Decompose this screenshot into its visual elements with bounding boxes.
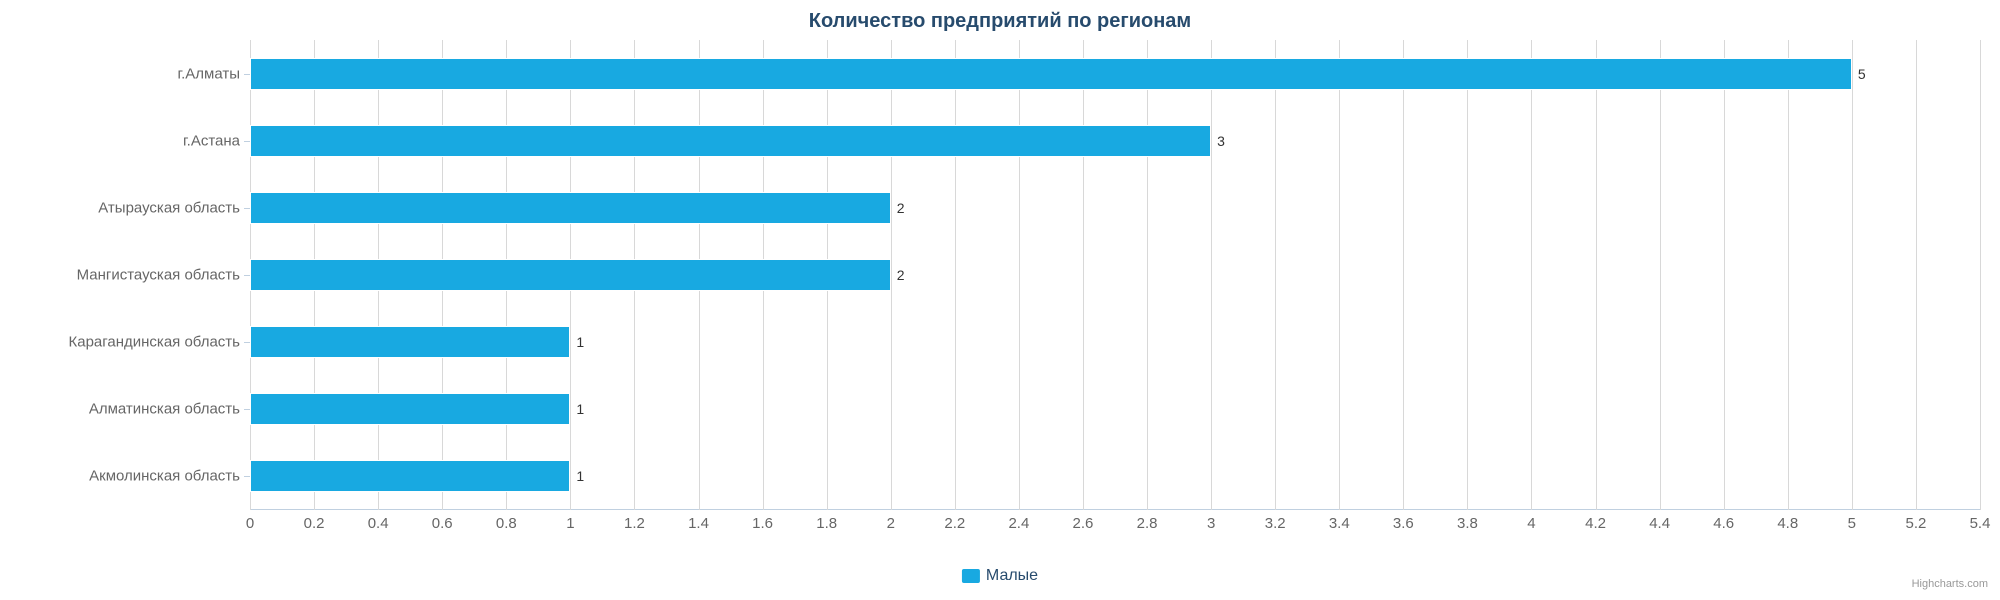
legend-swatch (962, 569, 980, 583)
grid-line (955, 40, 956, 510)
plot-area: 5322111 г.Алматыг.АстанаАтырауская облас… (250, 40, 1980, 510)
y-tick-label: Карагандинская область (68, 334, 250, 351)
y-tick-label: Мангистауская область (77, 267, 250, 284)
x-tick-label: 1.8 (816, 515, 837, 532)
bar-value-label: 2 (897, 200, 905, 216)
x-tick-label: 0.4 (368, 515, 389, 532)
x-tick-label: 0.8 (496, 515, 517, 532)
y-tick-label: г.Астана (183, 132, 250, 149)
x-tick-label: 5.4 (1970, 515, 1991, 532)
grid-line (1531, 40, 1532, 510)
x-tick-label: 1 (566, 515, 574, 532)
grid-line (1403, 40, 1404, 510)
grid-line (1147, 40, 1148, 510)
chart-container: Количество предприятий по регионам 5 3 2 2 1… (0, 0, 2000, 600)
y-tick-label: г.Алматы (177, 65, 250, 82)
bar[interactable] (250, 259, 891, 291)
x-tick-label: 2.4 (1008, 515, 1029, 532)
grid-line (1852, 40, 1853, 510)
x-tick-label: 4.4 (1649, 515, 1670, 532)
grid-line (1083, 40, 1084, 510)
bar[interactable] (250, 460, 570, 492)
credits-link[interactable]: Highcharts.com (1912, 578, 1988, 590)
x-tick-label: 2 (887, 515, 895, 532)
bar[interactable] (250, 393, 570, 425)
x-tick-label: 0.6 (432, 515, 453, 532)
x-tick-label: 2.6 (1073, 515, 1094, 532)
y-tick-label: Акмолинская область (89, 468, 250, 485)
grid-line (1916, 40, 1917, 510)
y-tick-mark (244, 342, 250, 343)
grid-line (1788, 40, 1789, 510)
y-tick-mark (244, 476, 250, 477)
grid-line (1596, 40, 1597, 510)
x-tick-label: 1.4 (688, 515, 709, 532)
y-tick-mark (244, 208, 250, 209)
grid-line (1467, 40, 1468, 510)
y-tick-mark (244, 74, 250, 75)
bar[interactable] (250, 326, 570, 358)
grid-line (1724, 40, 1725, 510)
y-tick-label: Атырауская область (98, 199, 250, 216)
grid-line (1980, 40, 1981, 510)
x-tick-label: 3.6 (1393, 515, 1414, 532)
x-tick-label: 0 (246, 515, 254, 532)
y-tick-label: Алматинская область (89, 401, 250, 418)
chart-title: Количество предприятий по регионам (0, 0, 2000, 33)
grid-line (1019, 40, 1020, 510)
x-tick-label: 0.2 (304, 515, 325, 532)
bar-value-label: 2 (897, 267, 905, 283)
bar[interactable] (250, 58, 1852, 90)
bar-value-label: 5 (1858, 66, 1866, 82)
bar[interactable] (250, 192, 891, 224)
x-tick-label: 3.2 (1265, 515, 1286, 532)
x-tick-label: 4.6 (1713, 515, 1734, 532)
y-tick-mark (244, 409, 250, 410)
x-tick-label: 4.2 (1585, 515, 1606, 532)
x-tick-label: 1.6 (752, 515, 773, 532)
x-tick-label: 2.8 (1137, 515, 1158, 532)
bar[interactable] (250, 125, 1211, 157)
y-tick-mark (244, 141, 250, 142)
x-tick-label: 3 (1207, 515, 1215, 532)
grid-line (1275, 40, 1276, 510)
bar-value-label: 1 (576, 334, 584, 350)
grid-line (891, 40, 892, 510)
bar-value-label: 1 (576, 468, 584, 484)
x-tick-label: 1.2 (624, 515, 645, 532)
x-tick-label: 4 (1527, 515, 1535, 532)
grid-line (1211, 40, 1212, 510)
x-tick-label: 2.2 (944, 515, 965, 532)
y-tick-mark (244, 275, 250, 276)
x-tick-label: 5 (1848, 515, 1856, 532)
bar-value-label: 1 (576, 401, 584, 417)
legend[interactable]: Малые (962, 567, 1038, 585)
x-axis-line (250, 509, 1980, 510)
x-tick-label: 5.2 (1905, 515, 1926, 532)
x-tick-label: 3.4 (1329, 515, 1350, 532)
grid-line (1660, 40, 1661, 510)
grid-line (1339, 40, 1340, 510)
bar-value-label: 3 (1217, 133, 1225, 149)
x-tick-label: 4.8 (1777, 515, 1798, 532)
legend-label: Малые (986, 567, 1038, 585)
x-tick-label: 3.8 (1457, 515, 1478, 532)
